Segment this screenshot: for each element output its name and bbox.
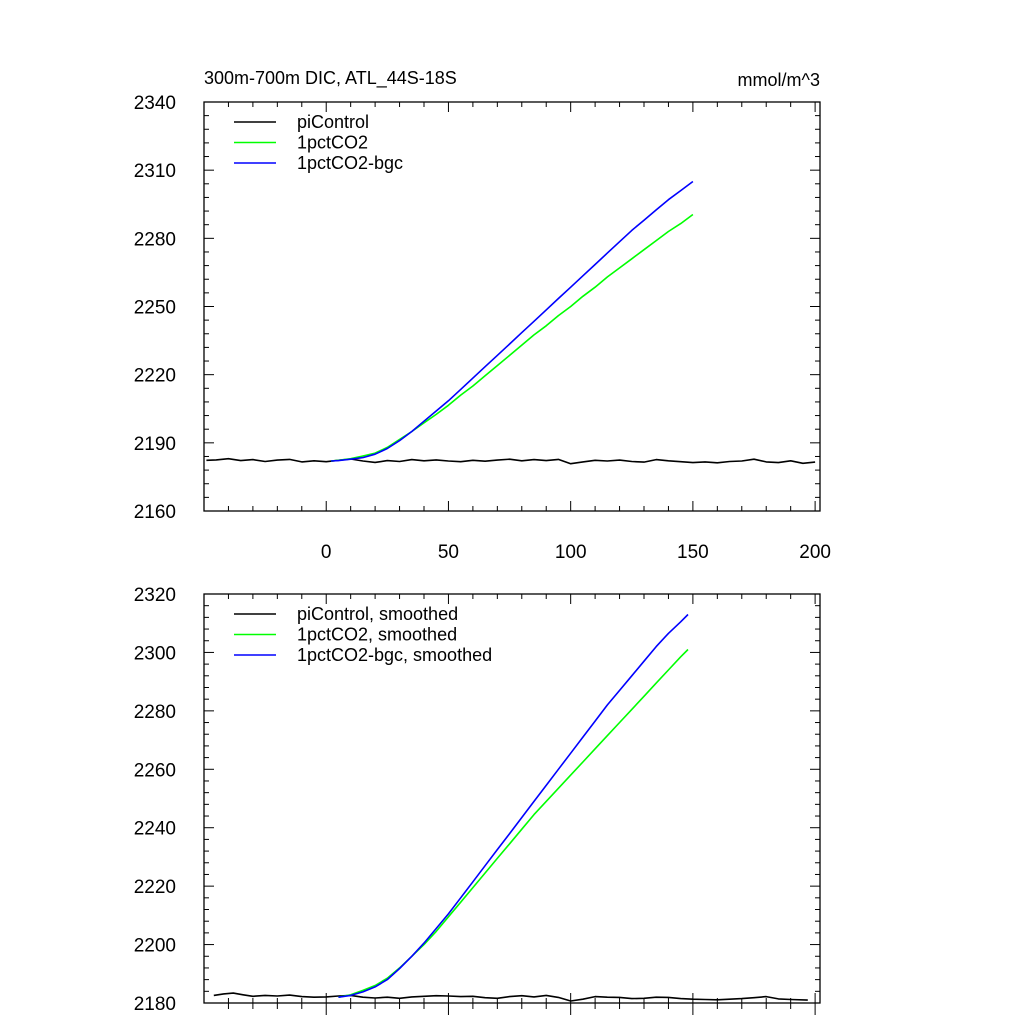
y-tick-label: 2250 — [134, 298, 176, 319]
legend-label: 1pctCO2-bgc, smoothed — [297, 645, 492, 665]
y-tick-label: 2320 — [134, 585, 176, 606]
series-line-picontrol-smoothed — [213, 992, 808, 1002]
legend-label: 1pctCO2, smoothed — [297, 625, 457, 645]
x-tick-label: 150 — [677, 542, 709, 563]
y-tick-label: 2240 — [134, 819, 176, 840]
y-tick-label: 2280 — [134, 229, 176, 250]
series-line-1pctco2-bgc-smoothed — [338, 613, 689, 998]
series-line-1pctco2 — [331, 213, 694, 462]
y-tick-label: 2280 — [134, 702, 176, 723]
x-tick-label: 200 — [799, 542, 831, 563]
plot-frame — [203, 593, 821, 1004]
x-tick-label: 0 — [321, 542, 332, 563]
series-line-picontrol — [206, 457, 816, 465]
bottom-panel: 2180 2200 2220 2240 2260 2280 2300 2320 piContro… — [134, 585, 821, 1015]
y-tick-label: 2160 — [134, 502, 176, 523]
y-tick-label: 2260 — [134, 760, 176, 781]
y-tick-label: 2200 — [134, 936, 176, 957]
chart-title: 300m-700m DIC, ATL_44S-18S — [204, 68, 457, 89]
y-tick-label: 2180 — [134, 994, 176, 1015]
y-tick-label: 2220 — [134, 366, 176, 387]
legend-label: piControl, smoothed — [297, 604, 458, 624]
series-line-1pctco2-smoothed — [338, 648, 689, 998]
legend-label: 1pctCO2-bgc — [297, 153, 403, 173]
units-label: mmol/m^3 — [738, 70, 820, 90]
top-panel: 2160 2190 2220 2250 2280 2310 2340 0 50 100 150 200… — [134, 93, 831, 563]
y-tick-label: 2220 — [134, 877, 176, 898]
legend-label: 1pctCO2 — [297, 133, 368, 153]
y-tick-label: 2190 — [134, 434, 176, 455]
y-tick-label: 2340 — [134, 93, 176, 114]
series-line-1pctco2-bgc — [331, 180, 694, 462]
y-tick-label: 2300 — [134, 643, 176, 664]
x-tick-label: 100 — [555, 542, 587, 563]
legend-label: piControl — [297, 112, 369, 132]
x-tick-label: 50 — [438, 542, 459, 563]
y-tick-label: 2310 — [134, 161, 176, 182]
